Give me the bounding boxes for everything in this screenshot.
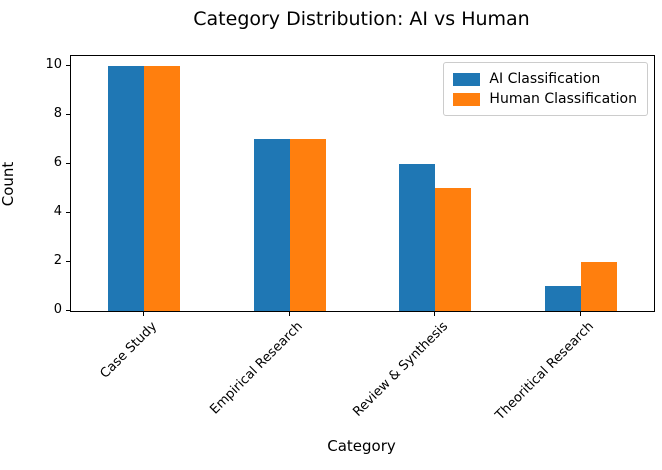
legend-item-human-classification: Human Classification [453, 89, 637, 109]
bar-ai-classification-empirical-research [254, 139, 290, 311]
y-axis-label: Count [0, 161, 17, 207]
y-tick-label: 2 [53, 253, 62, 268]
y-tick-mark [66, 261, 70, 262]
bar-ai-classification-theoritical-research [545, 286, 581, 311]
y-tick-label: 4 [53, 204, 62, 219]
x-tick-mark [580, 312, 581, 316]
bar-ai-classification-review-synthesis [399, 164, 435, 311]
chart-title: Category Distribution: AI vs Human [193, 8, 530, 30]
plot-area: AI Classification Human Classification [70, 55, 655, 312]
y-tick-mark [66, 212, 70, 213]
y-tick-mark [66, 163, 70, 164]
x-tick-mark [434, 312, 435, 316]
bar-human-classification-review-synthesis [435, 188, 471, 311]
legend-swatch-human-classification [453, 92, 481, 106]
bars-layer [71, 56, 654, 311]
x-tick-mark [289, 312, 290, 316]
y-tick-label: 10 [45, 57, 62, 72]
legend-label: Human Classification [489, 91, 637, 107]
legend-item-ai-classification: AI Classification [453, 69, 637, 89]
y-tick-label: 8 [53, 106, 62, 121]
y-tick-label: 0 [53, 302, 62, 317]
y-tick-mark [66, 310, 70, 311]
bar-human-classification-case-study [144, 66, 180, 311]
y-tick-label: 6 [53, 155, 62, 170]
bar-ai-classification-case-study [108, 66, 144, 311]
x-axis-label: Category [327, 437, 396, 455]
y-tick-mark [66, 114, 70, 115]
legend-swatch-ai-classification [453, 72, 481, 86]
legend: AI Classification Human Classification [443, 62, 648, 116]
y-tick-mark [66, 65, 70, 66]
bar-human-classification-empirical-research [290, 139, 326, 311]
legend-label: AI Classification [489, 71, 601, 87]
bar-human-classification-theoritical-research [581, 262, 617, 311]
x-tick-mark [143, 312, 144, 316]
